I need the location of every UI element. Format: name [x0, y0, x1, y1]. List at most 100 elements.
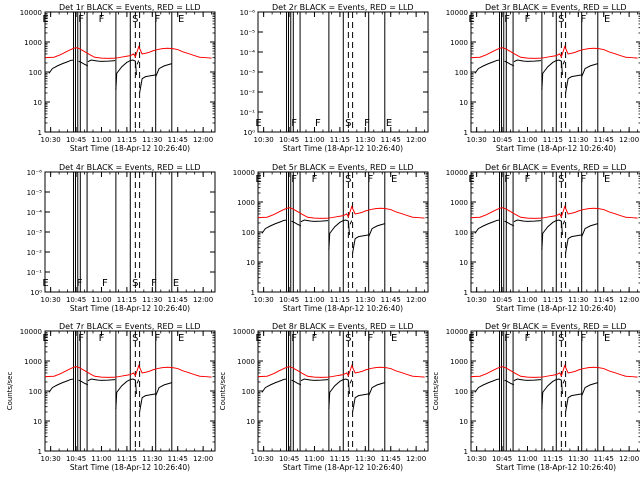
- x-tick-label: 11:15: [543, 455, 563, 463]
- series-events-line: [581, 382, 598, 396]
- panel-title: Det 3r BLACK = Events, RED = LLD: [485, 3, 627, 12]
- region-label: F: [77, 278, 83, 289]
- y-tick-label: 10: [33, 99, 42, 107]
- y-tick-label: 10⁻⁵: [240, 29, 256, 37]
- x-tick-label: 12:00: [619, 455, 639, 463]
- panel-title: Det 1r BLACK = Events, RED = LLD: [59, 3, 201, 12]
- x-tick-label: 10:30: [467, 136, 487, 144]
- y-tick-label: 100: [242, 388, 255, 396]
- panel-title: Det 9r BLACK = Events, RED = LLD: [485, 322, 627, 331]
- y-tick-label: 10⁻²: [240, 89, 256, 97]
- x-tick-label: 10:30: [254, 136, 274, 144]
- series-events-line: [78, 379, 89, 386]
- x-tick-label: 11:30: [142, 136, 162, 144]
- series-events-line: [504, 60, 515, 67]
- y-tick-label: 1000: [450, 358, 468, 366]
- region-label: F: [525, 14, 531, 25]
- region-label: S: [132, 333, 138, 344]
- series-events-line: [368, 382, 385, 396]
- y-tick-label: 10⁻³: [27, 229, 43, 237]
- x-tick-label: 10:45: [66, 455, 86, 463]
- series-events-line: [556, 59, 563, 75]
- series-events-line: [343, 219, 350, 235]
- series-events-line: [139, 393, 156, 413]
- y-tick-label: 10⁻¹: [240, 109, 256, 117]
- y-tick-label: 100: [455, 69, 468, 77]
- region-label: F: [78, 14, 84, 25]
- series-events-line: [565, 74, 582, 94]
- region-label: S: [345, 333, 351, 344]
- series-events-line: [136, 60, 140, 65]
- region-label: F: [504, 333, 510, 344]
- y-tick-label: 1000: [237, 358, 255, 366]
- series-events-line: [115, 379, 131, 410]
- x-tick-label: 10:45: [492, 296, 512, 304]
- x-tick-label: 10:30: [254, 455, 274, 463]
- x-tick-label: 10:45: [66, 296, 86, 304]
- series-events-line: [513, 219, 542, 223]
- y-tick-label: 10000: [446, 328, 468, 336]
- y-tick-label: 100: [242, 229, 255, 237]
- x-tick-label: 11:45: [594, 136, 614, 144]
- x-tick-label: 11:00: [304, 455, 324, 463]
- x-tick-label: 11:30: [142, 296, 162, 304]
- x-tick-label: 11:00: [517, 455, 537, 463]
- series-events-line: [541, 220, 557, 251]
- series-events-line: [556, 219, 563, 235]
- y-tick-label: 1000: [24, 358, 42, 366]
- region-label: F: [368, 333, 374, 344]
- x-tick-label: 11:00: [91, 136, 111, 144]
- series-events-line: [565, 393, 582, 413]
- x-tick-label: 12:00: [193, 455, 213, 463]
- y-tick-label: 10⁰: [30, 289, 42, 297]
- series-events-line: [352, 234, 369, 254]
- region-label: E: [604, 333, 610, 344]
- series-events-line: [328, 379, 344, 410]
- region-label: F: [581, 174, 587, 185]
- y-tick-label: 10000: [20, 9, 42, 17]
- region-label: F: [102, 278, 108, 289]
- x-tick-label: 11:45: [168, 136, 188, 144]
- panel-title: Det 7r BLACK = Events, RED = LLD: [59, 322, 201, 331]
- x-tick-label: 10:45: [492, 455, 512, 463]
- y-tick-label: 1000: [450, 199, 468, 207]
- x-tick-label: 11:15: [330, 136, 350, 144]
- region-label: E: [178, 333, 184, 344]
- y-tick-label: 1: [464, 129, 468, 137]
- panel-det-3: Det 3r BLACK = Events, RED = LLD 1 10 100 10…: [446, 3, 640, 153]
- series-lld-line: [257, 205, 425, 219]
- series-lld-line: [44, 364, 212, 378]
- series-events-line: [130, 59, 137, 75]
- plot-frame: [470, 171, 640, 293]
- region-label: F: [312, 333, 318, 344]
- x-tick-label: 11:15: [330, 296, 350, 304]
- x-tick-label: 12:00: [193, 136, 213, 144]
- x-tick-label: 11:45: [168, 455, 188, 463]
- region-label: F: [315, 118, 321, 129]
- x-tick-label: 11:00: [517, 136, 537, 144]
- x-tick-label: 11:30: [142, 455, 162, 463]
- region-label: S: [345, 118, 351, 129]
- x-tick-label: 11:45: [381, 136, 401, 144]
- x-tick-label: 12:00: [406, 136, 426, 144]
- region-label: E: [255, 118, 261, 129]
- y-tick-label: 10⁻⁶: [27, 169, 43, 177]
- x-tick-label: 10:30: [467, 296, 487, 304]
- region-label: F: [291, 118, 297, 129]
- region-label: E: [604, 14, 610, 25]
- x-axis-label: Start Time (18-Apr-12 10:26:40): [70, 144, 190, 153]
- region-label: F: [525, 333, 531, 344]
- y-tick-label: 10000: [446, 9, 468, 17]
- series-lld-line: [470, 45, 638, 59]
- x-tick-label: 11:15: [543, 296, 563, 304]
- y-tick-label: 10000: [20, 328, 42, 336]
- y-tick-label: 1: [464, 289, 468, 297]
- panel-title: Det 2r BLACK = Events, RED = LLD: [272, 3, 414, 12]
- panel-det-6: Det 6r BLACK = Events, RED = LLD 1 10 100 10…: [446, 163, 640, 313]
- series-events-line: [139, 74, 156, 94]
- series-events-line: [474, 219, 500, 234]
- x-tick-label: 11:00: [304, 296, 324, 304]
- y-axis-label: Counts/sec: [6, 372, 14, 411]
- series-events-line: [349, 220, 353, 225]
- x-tick-label: 11:15: [117, 296, 137, 304]
